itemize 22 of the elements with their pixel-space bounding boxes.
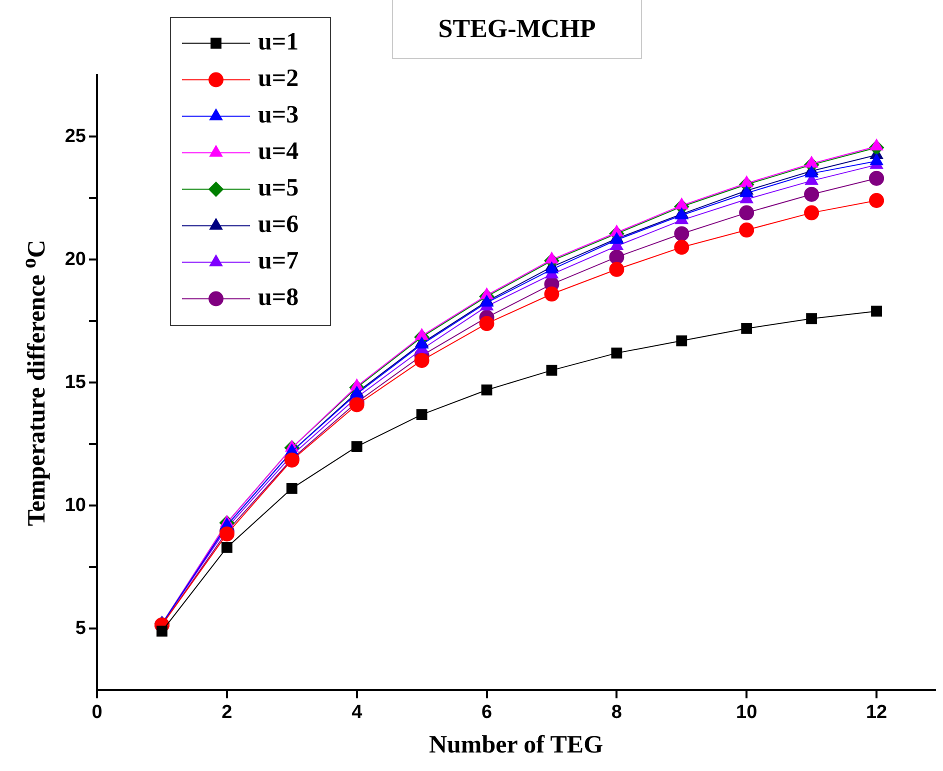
legend-label: u=4: [258, 138, 300, 166]
legend-label: u=5: [258, 174, 299, 202]
x-tick-label: 12: [866, 702, 888, 723]
chart-title: STEG-MCHP: [392, 0, 642, 59]
y-tick-label: 15: [64, 372, 86, 393]
x-tick-label: 0: [92, 702, 102, 723]
legend-label: u=2: [258, 65, 299, 92]
y-tick-label: 10: [64, 494, 86, 516]
x-tick-label: 6: [481, 702, 492, 723]
legend-label: u=1: [258, 28, 299, 56]
x-axis-title: Number of TEG: [428, 731, 604, 758]
legend-label: u=3: [258, 102, 299, 129]
x-tick-label: 2: [222, 702, 232, 723]
y-tick-label: 25: [64, 126, 86, 147]
x-tick-label: 4: [352, 702, 363, 723]
legend-label: u=6: [258, 211, 299, 238]
x-tick-label: 8: [611, 702, 622, 723]
y-tick-label: 20: [64, 248, 86, 270]
y-tick-label: 5: [75, 618, 86, 639]
legend-label: u=8: [258, 284, 299, 312]
legend-label: u=7: [258, 248, 299, 275]
x-tick-label: 10: [736, 702, 758, 723]
